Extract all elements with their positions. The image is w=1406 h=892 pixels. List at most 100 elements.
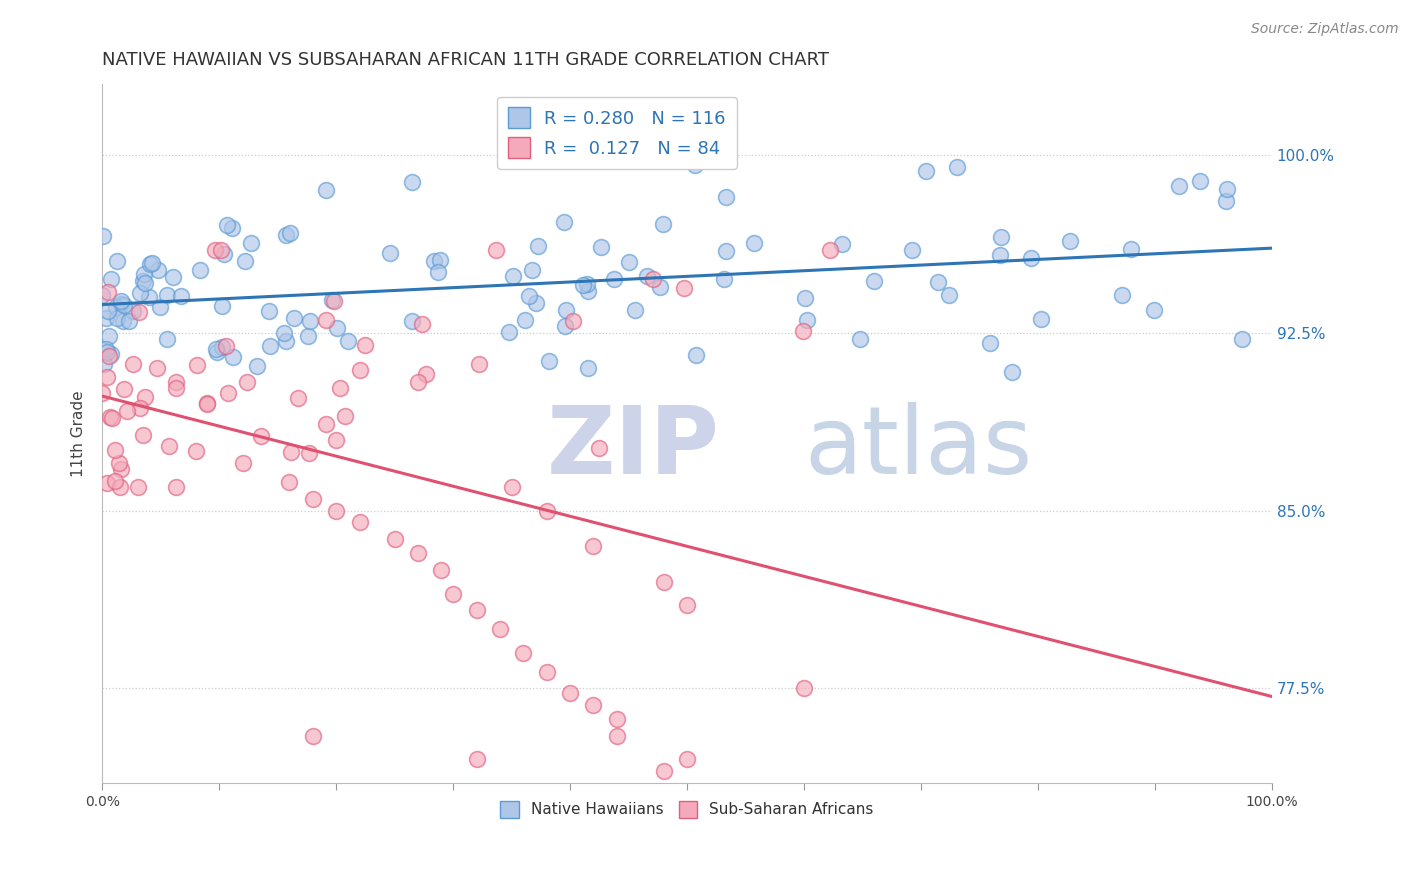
Point — [110, 297, 132, 311]
Point — [315, 312, 337, 326]
Point — [129, 286, 152, 301]
Point — [217, 386, 239, 401]
Point — [441, 586, 464, 600]
Point — [325, 503, 347, 517]
Point — [91, 287, 114, 301]
Point — [990, 229, 1012, 244]
Y-axis label: 11th Grade: 11th Grade — [72, 391, 86, 477]
Point — [406, 375, 429, 389]
Point — [927, 275, 949, 289]
Point — [380, 246, 402, 260]
Point — [526, 239, 548, 253]
Point — [591, 240, 613, 254]
Text: NATIVE HAWAIIAN VS SUBSAHARAN AFRICAN 11TH GRADE CORRELATION CHART: NATIVE HAWAIIAN VS SUBSAHARAN AFRICAN 11… — [103, 51, 830, 69]
Point — [321, 293, 343, 307]
Point — [325, 433, 347, 447]
Point — [652, 574, 675, 589]
Point — [501, 480, 523, 494]
Point — [465, 752, 488, 766]
Point — [820, 243, 842, 257]
Point — [423, 253, 446, 268]
Point — [575, 277, 598, 291]
Point — [713, 271, 735, 285]
Point — [250, 429, 273, 443]
Point — [96, 370, 118, 384]
Point — [165, 381, 187, 395]
Point — [831, 237, 853, 252]
Point — [606, 712, 628, 726]
Point — [384, 532, 406, 546]
Text: atlas: atlas — [804, 401, 1032, 493]
Point — [517, 288, 540, 302]
Point — [211, 340, 233, 354]
Point — [235, 375, 257, 389]
Point — [796, 313, 818, 327]
Point — [165, 480, 187, 494]
Point — [429, 253, 451, 268]
Point — [215, 218, 238, 232]
Point — [406, 546, 429, 560]
Point — [156, 288, 179, 302]
Point — [643, 271, 665, 285]
Point — [186, 358, 208, 372]
Point — [335, 409, 357, 424]
Point — [297, 328, 319, 343]
Point — [685, 347, 707, 361]
Point — [273, 326, 295, 340]
Point — [988, 247, 1011, 261]
Point — [1215, 194, 1237, 208]
Point — [278, 226, 301, 240]
Point — [110, 480, 132, 494]
Point — [554, 318, 576, 333]
Point — [232, 456, 254, 470]
Point — [156, 332, 179, 346]
Point — [91, 386, 114, 401]
Point — [401, 314, 423, 328]
Point — [209, 243, 232, 257]
Point — [110, 293, 132, 308]
Point — [100, 409, 122, 424]
Point — [1059, 235, 1081, 249]
Point — [349, 362, 371, 376]
Point — [134, 390, 156, 404]
Point — [162, 269, 184, 284]
Point — [128, 305, 150, 319]
Point — [901, 244, 924, 258]
Point — [617, 255, 640, 269]
Point — [118, 314, 141, 328]
Point — [100, 272, 122, 286]
Point — [240, 235, 263, 250]
Point — [411, 318, 433, 332]
Point — [112, 298, 135, 312]
Point — [212, 247, 235, 261]
Point — [323, 293, 346, 308]
Point — [714, 244, 737, 258]
Point — [329, 381, 352, 395]
Point — [138, 290, 160, 304]
Point — [299, 314, 322, 328]
Point — [280, 445, 302, 459]
Point — [349, 516, 371, 530]
Point — [94, 342, 117, 356]
Point — [301, 729, 323, 743]
Point — [274, 227, 297, 242]
Point — [651, 217, 673, 231]
Point — [515, 312, 537, 326]
Point — [512, 646, 534, 660]
Point — [537, 353, 560, 368]
Point — [105, 300, 128, 314]
Point — [401, 175, 423, 189]
Point — [315, 183, 337, 197]
Point — [122, 357, 145, 371]
Point — [793, 681, 815, 696]
Point — [94, 311, 117, 326]
Point — [134, 277, 156, 291]
Point — [105, 311, 128, 326]
Point — [683, 158, 706, 172]
Point — [297, 445, 319, 459]
Point — [576, 361, 599, 376]
Point — [588, 441, 610, 455]
Point — [121, 303, 143, 318]
Point — [246, 359, 269, 374]
Point — [636, 268, 658, 283]
